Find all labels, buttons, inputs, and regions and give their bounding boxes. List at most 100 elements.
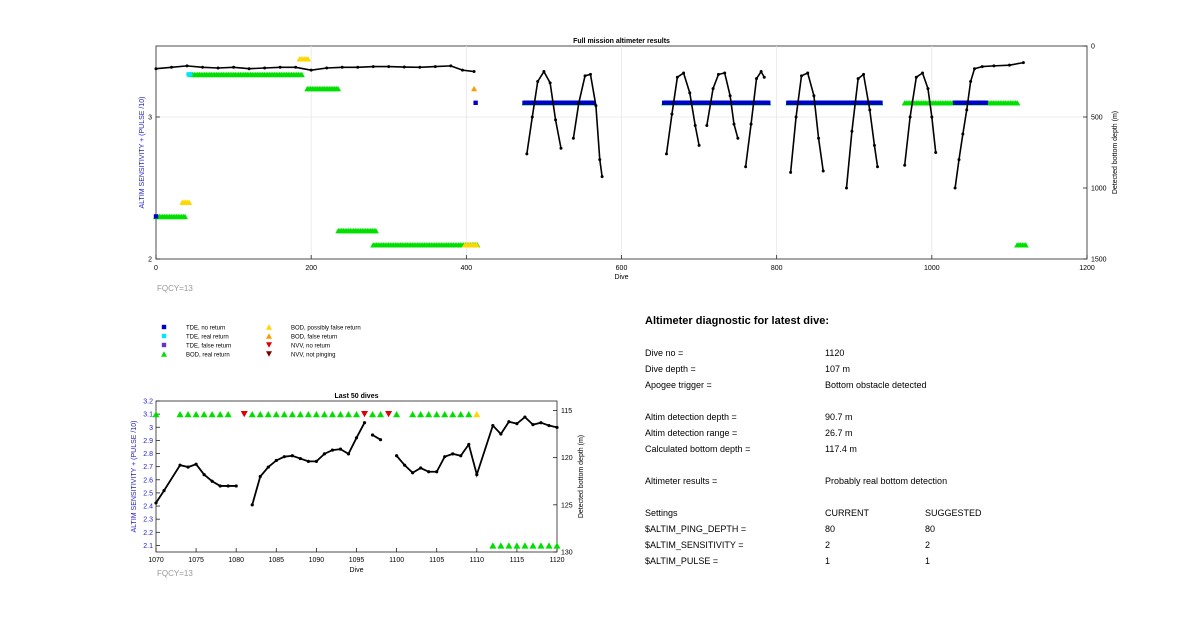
depth-point-last-50 [298, 456, 302, 461]
depth-point-last-50 [234, 484, 238, 488]
bottom-depth-point [583, 74, 587, 78]
legend-label-nvv_not_pinging: NVV, not pinging [291, 352, 335, 358]
fqcy-annotation-last-50: FQCY=13 [157, 569, 193, 578]
depth-point-last-50 [226, 484, 230, 488]
bottom-depth-point [856, 77, 860, 81]
bottom-depth-point [449, 64, 453, 68]
bottom-depth-point [356, 65, 360, 69]
altim-marker-tde_no_return [878, 100, 883, 105]
depth-point-last-50 [210, 479, 214, 483]
y-tick-label-right: 115 [561, 408, 572, 415]
y-tick-label-left: 2.4 [143, 504, 153, 511]
bottom-depth-point [402, 65, 406, 69]
y-tick-label-left: 2.5 [143, 490, 153, 497]
depth-point-last-50 [274, 458, 278, 463]
altim-marker-last-50-nvv_no_return [385, 410, 393, 418]
altim-marker-last-50-bod_real_return [256, 410, 264, 418]
altim-marker-last-50-bod_real_return [296, 410, 304, 418]
bottom-depth-point [973, 67, 977, 71]
bottom-depth-point [675, 75, 679, 79]
altim-marker-last-50-bod_real_return [369, 410, 377, 418]
altim-marker-tde_no_return [153, 214, 159, 219]
y-axis-label-left-full-mission: ALTIM SENSITIVITY + (PULSE /10) [139, 97, 146, 209]
y-tick-label-right: 120 [561, 455, 573, 462]
altim-marker-last-50-bod_real_return [192, 410, 200, 418]
altim-marker-last-50-bod_real_return [425, 410, 433, 418]
bottom-depth-point [817, 136, 821, 140]
y-tick-label-right: 125 [561, 502, 573, 509]
altim-marker-tde_no_return [473, 100, 478, 105]
bottom-depth-point [930, 115, 934, 119]
bottom-depth-point [525, 152, 529, 156]
altim-marker-last-50-bod_real_return [328, 410, 336, 418]
bottom-depth-point [921, 71, 925, 75]
y-axis-label-right-full-mission: Detected bottom depth (m) [1112, 111, 1119, 194]
setting-name-pulse: $ALTIM_PULSE = [645, 556, 719, 566]
y-tick-label-left: 2.8 [143, 451, 153, 458]
bottom-depth-point [670, 112, 674, 116]
altim-marker-last-50-nvv_no_return [361, 410, 369, 418]
bottom-depth-point [577, 101, 581, 105]
bottom-depth-point [953, 186, 957, 190]
depth-point-last-50 [258, 474, 262, 479]
bottom-depth-point [1007, 63, 1011, 67]
y-tick-label-left: 2 [148, 257, 152, 264]
bottom-depth-point [736, 136, 740, 140]
bottom-depth-point [588, 72, 592, 76]
altim-marker-last-50-bod_real_return [304, 410, 312, 418]
diagnostic-title: Altimeter diagnostic for latest dive: [645, 315, 829, 327]
x-tick-label: 1095 [349, 557, 365, 564]
bottom-depth-line [954, 61, 1024, 189]
altim-marker-last-50-bod_real_return [208, 410, 216, 418]
bottom-depth-point [812, 94, 816, 98]
bottom-depth-point [821, 169, 825, 173]
depth-point-last-50 [154, 501, 158, 505]
legend-marker-tde_real_return [161, 333, 167, 339]
diag-label-apogee-trigger: Apogee trigger = [645, 380, 712, 390]
altim-marker-tde_no_return [590, 100, 595, 105]
x-tick-label: 1085 [269, 557, 285, 564]
altim-marker-tde_no_return [983, 100, 989, 105]
depth-point-last-50 [378, 438, 383, 442]
diag-label-detection-depth: Altim detection depth = [645, 412, 737, 422]
altim-marker-last-50-bod_real_return [545, 542, 553, 549]
depth-point-last-50 [362, 421, 367, 425]
depth-point-last-50 [218, 484, 222, 488]
bottom-depth-point [723, 71, 727, 75]
y-tick-label-left: 2.9 [143, 438, 153, 445]
bottom-depth-point [806, 71, 810, 75]
y-tick-label-right: 500 [1091, 115, 1103, 122]
x-tick-label: 1090 [309, 557, 325, 564]
bottom-depth-point [969, 80, 973, 83]
bottom-depth-point [664, 152, 668, 156]
chart-title-last-50: Last 50 dives [335, 393, 379, 400]
bottom-depth-point [934, 151, 938, 154]
legend-label-nvv_no_return: NVV, no return [291, 343, 330, 349]
altim-marker-last-50-bod_real_return [272, 410, 280, 418]
legend-marker-bod_possibly_false_return [266, 324, 272, 330]
bottom-depth-point [789, 170, 793, 174]
altim-marker-last-50-bod_real_return [441, 410, 449, 418]
bottom-depth-point [247, 67, 251, 71]
depth-point-last-50 [395, 454, 399, 458]
altim-marker-last-50-bod_real_return [433, 410, 441, 418]
bottom-depth-point [1021, 61, 1025, 65]
bottom-depth-point [554, 118, 558, 122]
bottom-depth-point [868, 108, 872, 112]
diag-value-dive-no: 1120 [825, 348, 845, 358]
bottom-depth-point [711, 87, 715, 91]
x-tick-label: 1115 [510, 557, 525, 564]
bottom-depth-point [548, 81, 552, 85]
bottom-depth-point [872, 143, 876, 147]
bottom-depth-point [325, 66, 329, 70]
bottom-depth-point [914, 75, 918, 79]
legend-label-bod_real_return: BOD, real return [186, 352, 230, 358]
fqcy-annotation-full-mission: FQCY=13 [157, 284, 193, 293]
chart-title-full-mission: Full mission altimeter results [573, 38, 670, 45]
bottom-depth-point [961, 132, 965, 136]
altim-marker-last-50-bod_real_return [152, 410, 160, 418]
setting-suggested-ping-depth: 80 [925, 524, 936, 534]
plot-frame-last-50 [155, 400, 558, 553]
altim-marker-bod_real_return [372, 227, 379, 234]
